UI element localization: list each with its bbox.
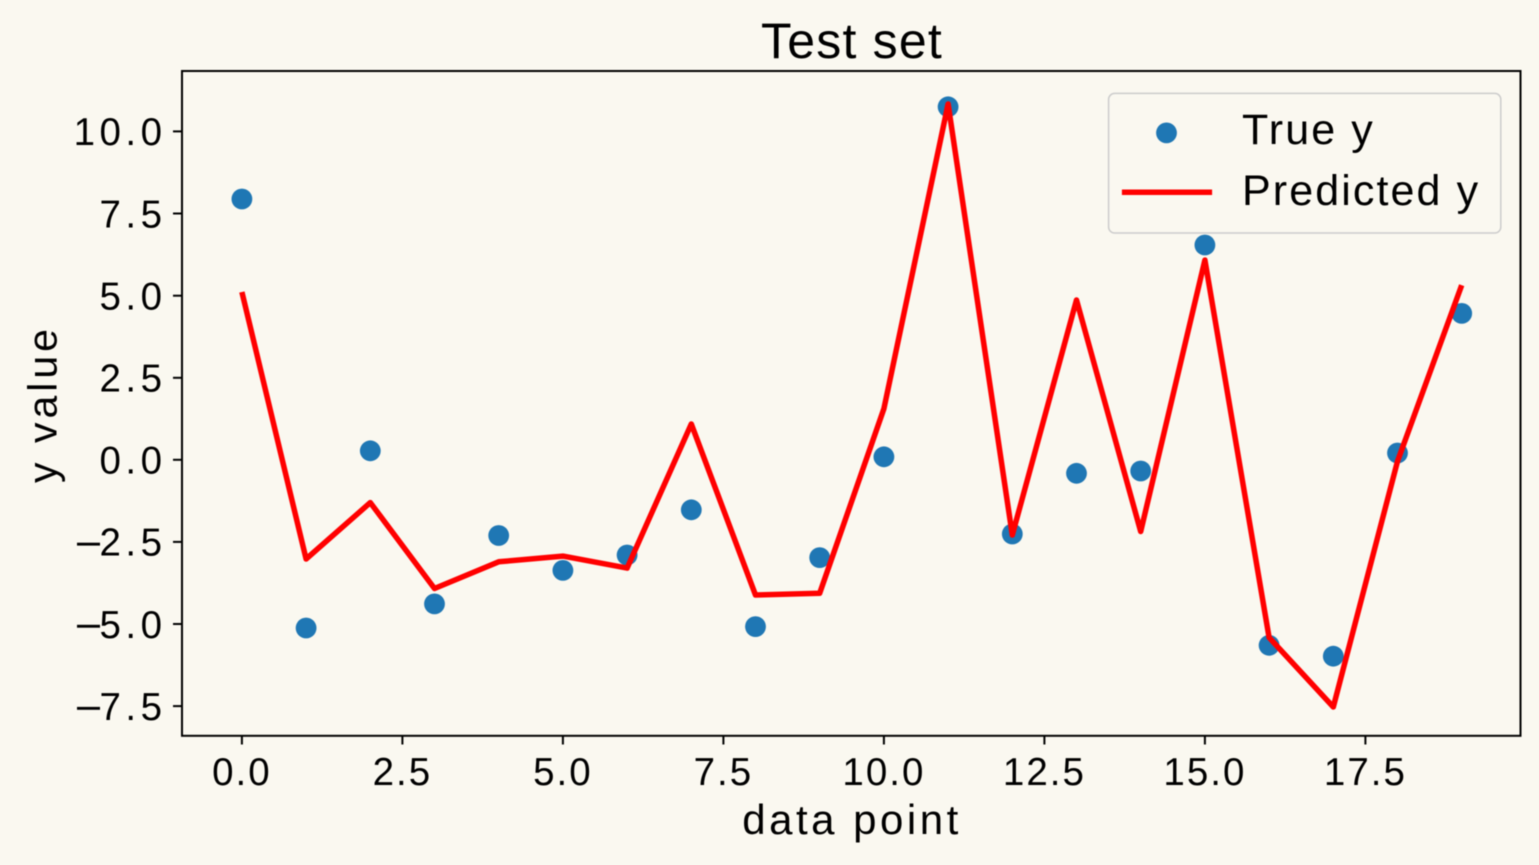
- svg-text:10.0: 10.0: [74, 111, 167, 154]
- svg-text:Predicted y: Predicted y: [1242, 167, 1480, 215]
- svg-text:7.5: 7.5: [99, 193, 166, 236]
- svg-text:17.5: 17.5: [1324, 751, 1407, 794]
- svg-text:5.0: 5.0: [99, 276, 166, 319]
- svg-text:True y: True y: [1242, 106, 1375, 154]
- svg-text:0.0: 0.0: [99, 440, 166, 483]
- svg-text:2.5: 2.5: [99, 522, 166, 565]
- svg-text:0.0: 0.0: [212, 751, 272, 794]
- svg-text:7.5: 7.5: [99, 686, 166, 729]
- svg-text:5.0: 5.0: [533, 751, 593, 794]
- svg-text:5.0: 5.0: [99, 604, 166, 647]
- svg-text:10.0: 10.0: [842, 751, 925, 794]
- svg-text:2.5: 2.5: [373, 751, 433, 794]
- svg-text:data point: data point: [742, 796, 962, 843]
- svg-text:7.5: 7.5: [694, 751, 754, 794]
- svg-text:2.5: 2.5: [99, 358, 166, 401]
- svg-text:12.5: 12.5: [1003, 751, 1086, 794]
- svg-text:Test set: Test set: [761, 13, 943, 69]
- svg-text:15.0: 15.0: [1163, 751, 1246, 794]
- svg-text:y value: y value: [20, 325, 66, 483]
